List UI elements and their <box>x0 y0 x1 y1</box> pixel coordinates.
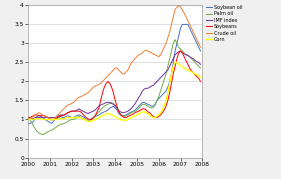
Palm oil <box>115 107 119 109</box>
Corn <box>115 117 119 119</box>
IMF index <box>114 105 117 107</box>
Line: Soybeans: Soybeans <box>28 51 201 120</box>
Line: IMF index: IMF index <box>28 51 201 120</box>
Soybean oil <box>101 112 104 114</box>
Corn <box>75 117 79 119</box>
Crude oil <box>52 118 55 121</box>
Line: Soybean oil: Soybean oil <box>28 24 201 124</box>
Crude oil <box>121 73 124 75</box>
Palm oil <box>199 67 202 69</box>
IMF index <box>199 63 202 65</box>
Palm oil <box>41 134 44 136</box>
Crude oil <box>26 118 30 121</box>
Corn <box>26 118 30 121</box>
Soybean oil <box>75 115 79 117</box>
Corn <box>173 61 177 64</box>
Line: Corn: Corn <box>28 62 201 121</box>
Palm oil <box>121 115 124 117</box>
Soybeans <box>26 117 30 119</box>
Soybean oil <box>199 50 202 52</box>
Palm oil <box>103 105 106 107</box>
Soybeans <box>121 115 124 117</box>
Soybean oil <box>186 23 189 25</box>
Corn <box>86 120 90 122</box>
Crude oil <box>115 67 119 69</box>
IMF index <box>179 50 182 52</box>
Crude oil <box>103 78 106 81</box>
Corn <box>121 119 124 121</box>
Soybean oil <box>26 123 30 125</box>
Soybean oil <box>50 122 53 124</box>
Palm oil <box>188 56 191 58</box>
Crude oil <box>199 46 202 48</box>
Palm oil <box>173 38 177 41</box>
Crude oil <box>50 119 53 121</box>
Line: Crude oil: Crude oil <box>28 5 201 120</box>
Soybeans <box>179 50 182 52</box>
Palm oil <box>52 128 55 130</box>
IMF index <box>26 118 30 121</box>
Soybeans <box>115 105 119 107</box>
IMF index <box>50 117 53 119</box>
Soybeans <box>103 86 106 88</box>
Corn <box>50 118 53 121</box>
Crude oil <box>77 96 81 98</box>
Palm oil <box>26 117 30 119</box>
Corn <box>188 70 191 72</box>
Line: Palm oil: Palm oil <box>28 40 201 135</box>
Soybean oil <box>119 114 122 116</box>
Soybeans <box>50 118 53 121</box>
Soybeans <box>199 80 202 83</box>
Legend: Soybean oil, Palm oil, IMF index, Soybeans, Crude oil, Corn: Soybean oil, Palm oil, IMF index, Soybea… <box>207 5 242 42</box>
Soybean oil <box>114 107 117 109</box>
Corn <box>199 76 202 78</box>
Crude oil <box>177 4 180 6</box>
IMF index <box>119 111 122 113</box>
Corn <box>103 114 106 116</box>
Soybeans <box>77 110 81 112</box>
IMF index <box>101 103 104 105</box>
Soybeans <box>188 67 191 69</box>
IMF index <box>75 109 79 111</box>
Palm oil <box>77 115 81 117</box>
Soybean oil <box>181 23 184 25</box>
Soybeans <box>52 118 55 121</box>
Crude oil <box>188 23 191 25</box>
IMF index <box>186 54 189 57</box>
